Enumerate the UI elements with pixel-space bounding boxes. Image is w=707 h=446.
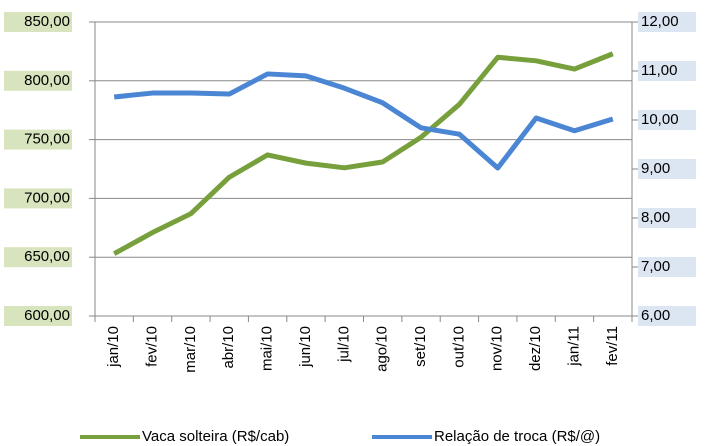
series-line: [112, 51, 614, 256]
x-tick-label: jun/10: [297, 326, 314, 368]
legend-label: Vaca solteira (R$/cab): [142, 428, 289, 445]
x-tick-label: abr/10: [220, 326, 237, 369]
y-tick-label: 700,00: [24, 189, 70, 206]
tick-label-bg: [638, 306, 696, 326]
y-tick-label: 750,00: [24, 131, 70, 148]
tick-label-bg: [638, 159, 696, 179]
x-tick-label: fev/10: [144, 326, 161, 367]
y-tick-label: 850,00: [24, 13, 70, 30]
x-tick-label: mai/10: [259, 326, 276, 371]
y-tick-label: 800,00: [24, 72, 70, 89]
tick-label-bg: [638, 110, 696, 130]
tick-label-bg: [638, 61, 696, 81]
tick-label-bg: [638, 257, 696, 277]
x-tick-label: ago/10: [374, 326, 391, 372]
y2-tick-label: 12,00: [641, 13, 679, 30]
x-tick-label: jul/10: [335, 326, 352, 363]
y2-tick-label: 8,00: [641, 209, 670, 226]
x-tick-label: out/10: [450, 326, 467, 368]
x-tick-label: dez/10: [527, 326, 544, 371]
x-tick-label: fev/11: [604, 326, 621, 366]
tick-label-bg: [638, 208, 696, 228]
y-tick-label: 650,00: [24, 248, 70, 265]
y2-tick-label: 11,00: [641, 62, 677, 79]
tick-label-bg: [4, 70, 72, 91]
tick-label-bg: [4, 129, 72, 150]
tick-label-bg: [638, 12, 696, 32]
x-tick-label: nov/10: [489, 326, 506, 371]
x-tick-label: jan/10: [105, 326, 122, 368]
y2-tick-label: 9,00: [641, 160, 670, 177]
y2-tick-label: 7,00: [641, 258, 670, 275]
tick-label-bg: [4, 12, 72, 32]
legend-label: Relação de troca (R$/@): [434, 428, 600, 445]
y2-tick-label: 10,00: [641, 111, 679, 128]
y2-tick-label: 6,00: [641, 307, 670, 324]
tick-label-bg: [4, 306, 72, 326]
x-tick-label: mar/10: [182, 326, 199, 373]
tick-label-bg: [4, 247, 72, 268]
tick-label-bg: [4, 188, 72, 209]
series-line: [113, 71, 614, 171]
x-tick-label: jan/11: [565, 326, 582, 367]
y-tick-label: 600,00: [24, 307, 70, 324]
x-tick-label: set/10: [412, 326, 429, 367]
